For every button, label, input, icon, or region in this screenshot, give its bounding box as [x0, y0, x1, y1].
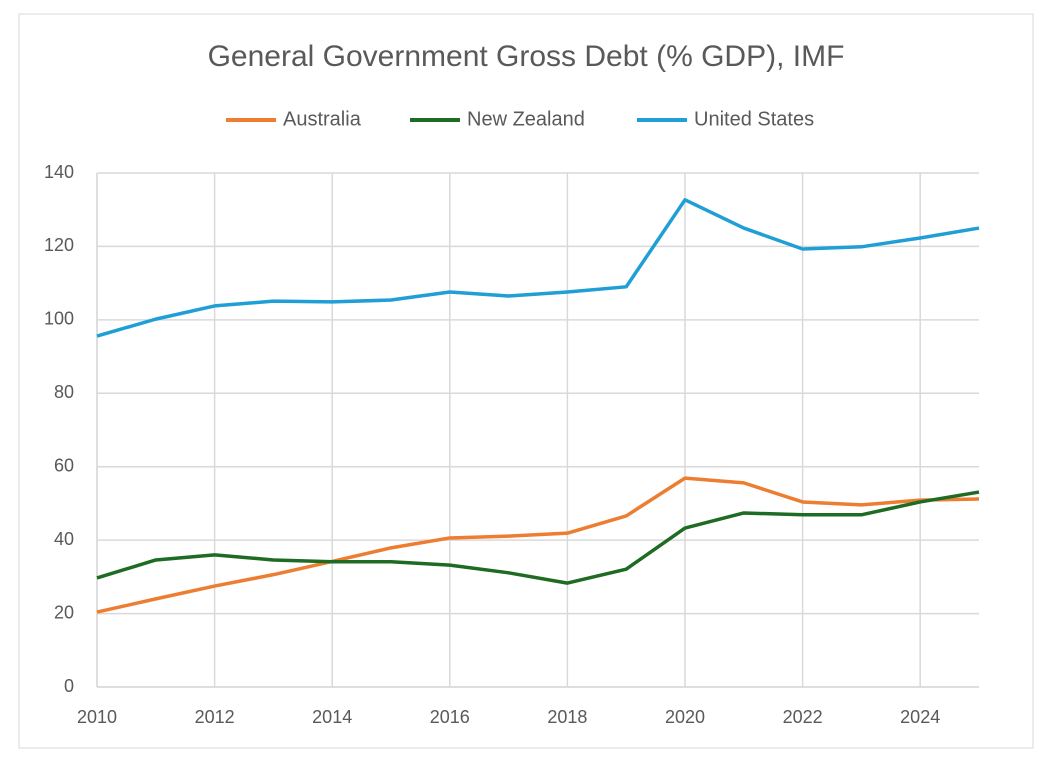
- legend-label: United States: [694, 108, 814, 130]
- y-tick-label: 140: [44, 162, 74, 182]
- y-tick-label: 60: [54, 455, 74, 475]
- legend-label: New Zealand: [467, 108, 585, 130]
- x-tick-label: 2018: [547, 707, 587, 727]
- x-tick-label: 2016: [430, 707, 470, 727]
- x-tick-label: 2012: [195, 707, 235, 727]
- y-tick-label: 20: [54, 602, 74, 622]
- x-tick-label: 2024: [900, 707, 940, 727]
- series-line: [96, 476, 980, 614]
- x-tick-label: 2010: [77, 707, 117, 727]
- y-tick-label: 120: [44, 235, 74, 255]
- legend-label: Australia: [283, 108, 362, 130]
- y-tick-label: 100: [44, 309, 74, 329]
- chart-border: [18, 13, 1034, 749]
- y-tick-label: 0: [64, 676, 74, 696]
- y-tick-label: 80: [54, 382, 74, 402]
- x-tick-label: 2014: [312, 707, 352, 727]
- series-line: [96, 198, 980, 338]
- chart-title: General Government Gross Debt (% GDP), I…: [208, 40, 845, 73]
- x-tick-label: 2022: [783, 707, 823, 727]
- series-line: [96, 490, 980, 585]
- x-tick-label: 2020: [665, 707, 705, 727]
- y-tick-label: 40: [54, 529, 74, 549]
